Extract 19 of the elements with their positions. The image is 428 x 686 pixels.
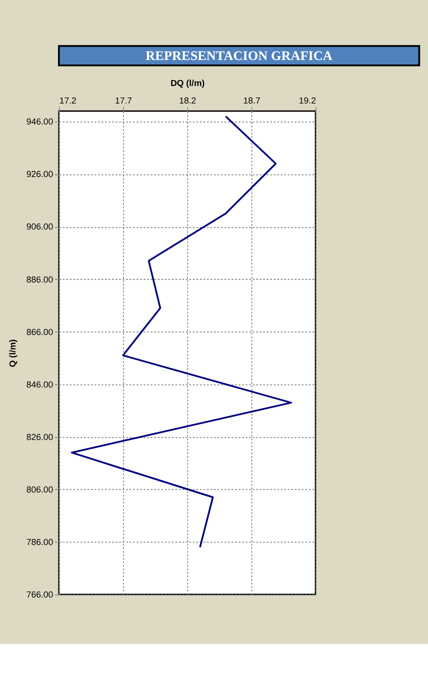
x-tick-label: 17.7	[114, 96, 132, 106]
y-tick-label: 946.00	[26, 116, 54, 127]
y-tick-label: 906.00	[26, 222, 54, 232]
x-tick-label: 19.2	[298, 96, 316, 106]
y-tick-label: 866.00	[26, 326, 54, 337]
y-tick-label: 806.00	[26, 484, 54, 494]
y-tick-label: 926.00	[26, 169, 54, 180]
y-axis-title: Q (l/m)	[8, 339, 18, 368]
y-tick-label: 886.00	[26, 274, 54, 284]
y-tick-label: 826.00	[26, 432, 54, 442]
x-axis-title: DQ (l/m)	[170, 78, 205, 88]
line-series	[70, 115, 292, 548]
x-tick-label: 18.7	[243, 96, 260, 106]
x-tick-label: 17.2	[59, 96, 77, 106]
x-tick-label: 18.2	[179, 96, 196, 106]
chart-title: REPRESENTACION GRAFICA	[146, 48, 333, 64]
y-tick-label: 786.00	[26, 536, 54, 547]
y-tick-label: 766.00	[26, 590, 54, 600]
y-tick-label: 846.00	[26, 379, 54, 390]
